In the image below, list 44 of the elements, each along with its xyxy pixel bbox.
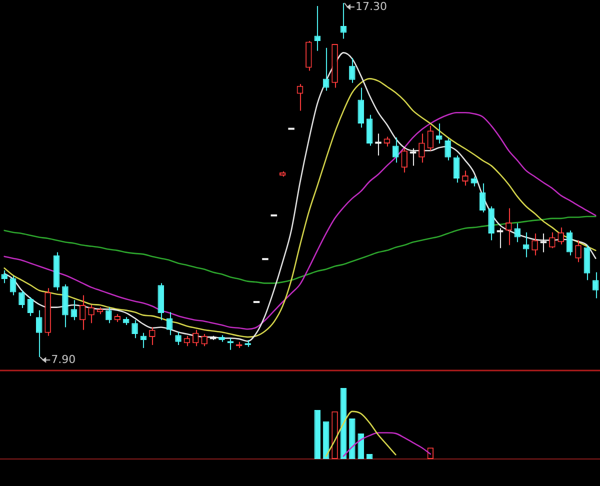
candlestick xyxy=(496,228,504,249)
candlestick xyxy=(27,296,34,316)
annotation: 17.30 xyxy=(355,0,387,13)
candlestick xyxy=(296,83,304,112)
candlestick xyxy=(427,125,434,152)
candlestick xyxy=(506,208,512,246)
candlestick xyxy=(70,300,78,321)
candlestick xyxy=(349,57,356,84)
candlestick xyxy=(470,176,478,187)
candlestick xyxy=(184,335,190,347)
candlestick xyxy=(392,136,399,164)
bar xyxy=(314,410,321,459)
bar xyxy=(358,433,364,459)
candlestick xyxy=(566,230,573,256)
candlestick xyxy=(592,272,599,299)
candlestick xyxy=(444,138,451,161)
candlestick xyxy=(36,310,42,358)
bar xyxy=(322,421,330,459)
candlestick xyxy=(375,133,382,156)
candlestick xyxy=(522,232,530,258)
candlestick xyxy=(79,294,86,330)
candlestick xyxy=(453,155,460,184)
candlestick xyxy=(366,114,373,146)
candlestick xyxy=(488,206,494,241)
candlestick xyxy=(132,320,138,339)
candlestick xyxy=(18,290,25,309)
candlestick xyxy=(584,244,590,281)
candlestick xyxy=(479,182,486,213)
bar xyxy=(349,418,356,459)
candlestick xyxy=(322,47,330,92)
candlestick xyxy=(384,136,390,147)
candlestick xyxy=(10,276,16,296)
candlestick xyxy=(166,312,173,336)
candlestick xyxy=(401,148,408,173)
candlestick xyxy=(575,240,582,263)
candlestick xyxy=(436,123,442,144)
candlestick xyxy=(175,332,182,346)
candlestick xyxy=(1,270,8,284)
candlestick xyxy=(358,87,364,128)
annotation: 7.90 xyxy=(51,352,76,366)
candlestick xyxy=(306,40,312,72)
candlestick xyxy=(410,148,416,166)
candlestick xyxy=(540,232,547,253)
candlestick xyxy=(418,133,425,164)
